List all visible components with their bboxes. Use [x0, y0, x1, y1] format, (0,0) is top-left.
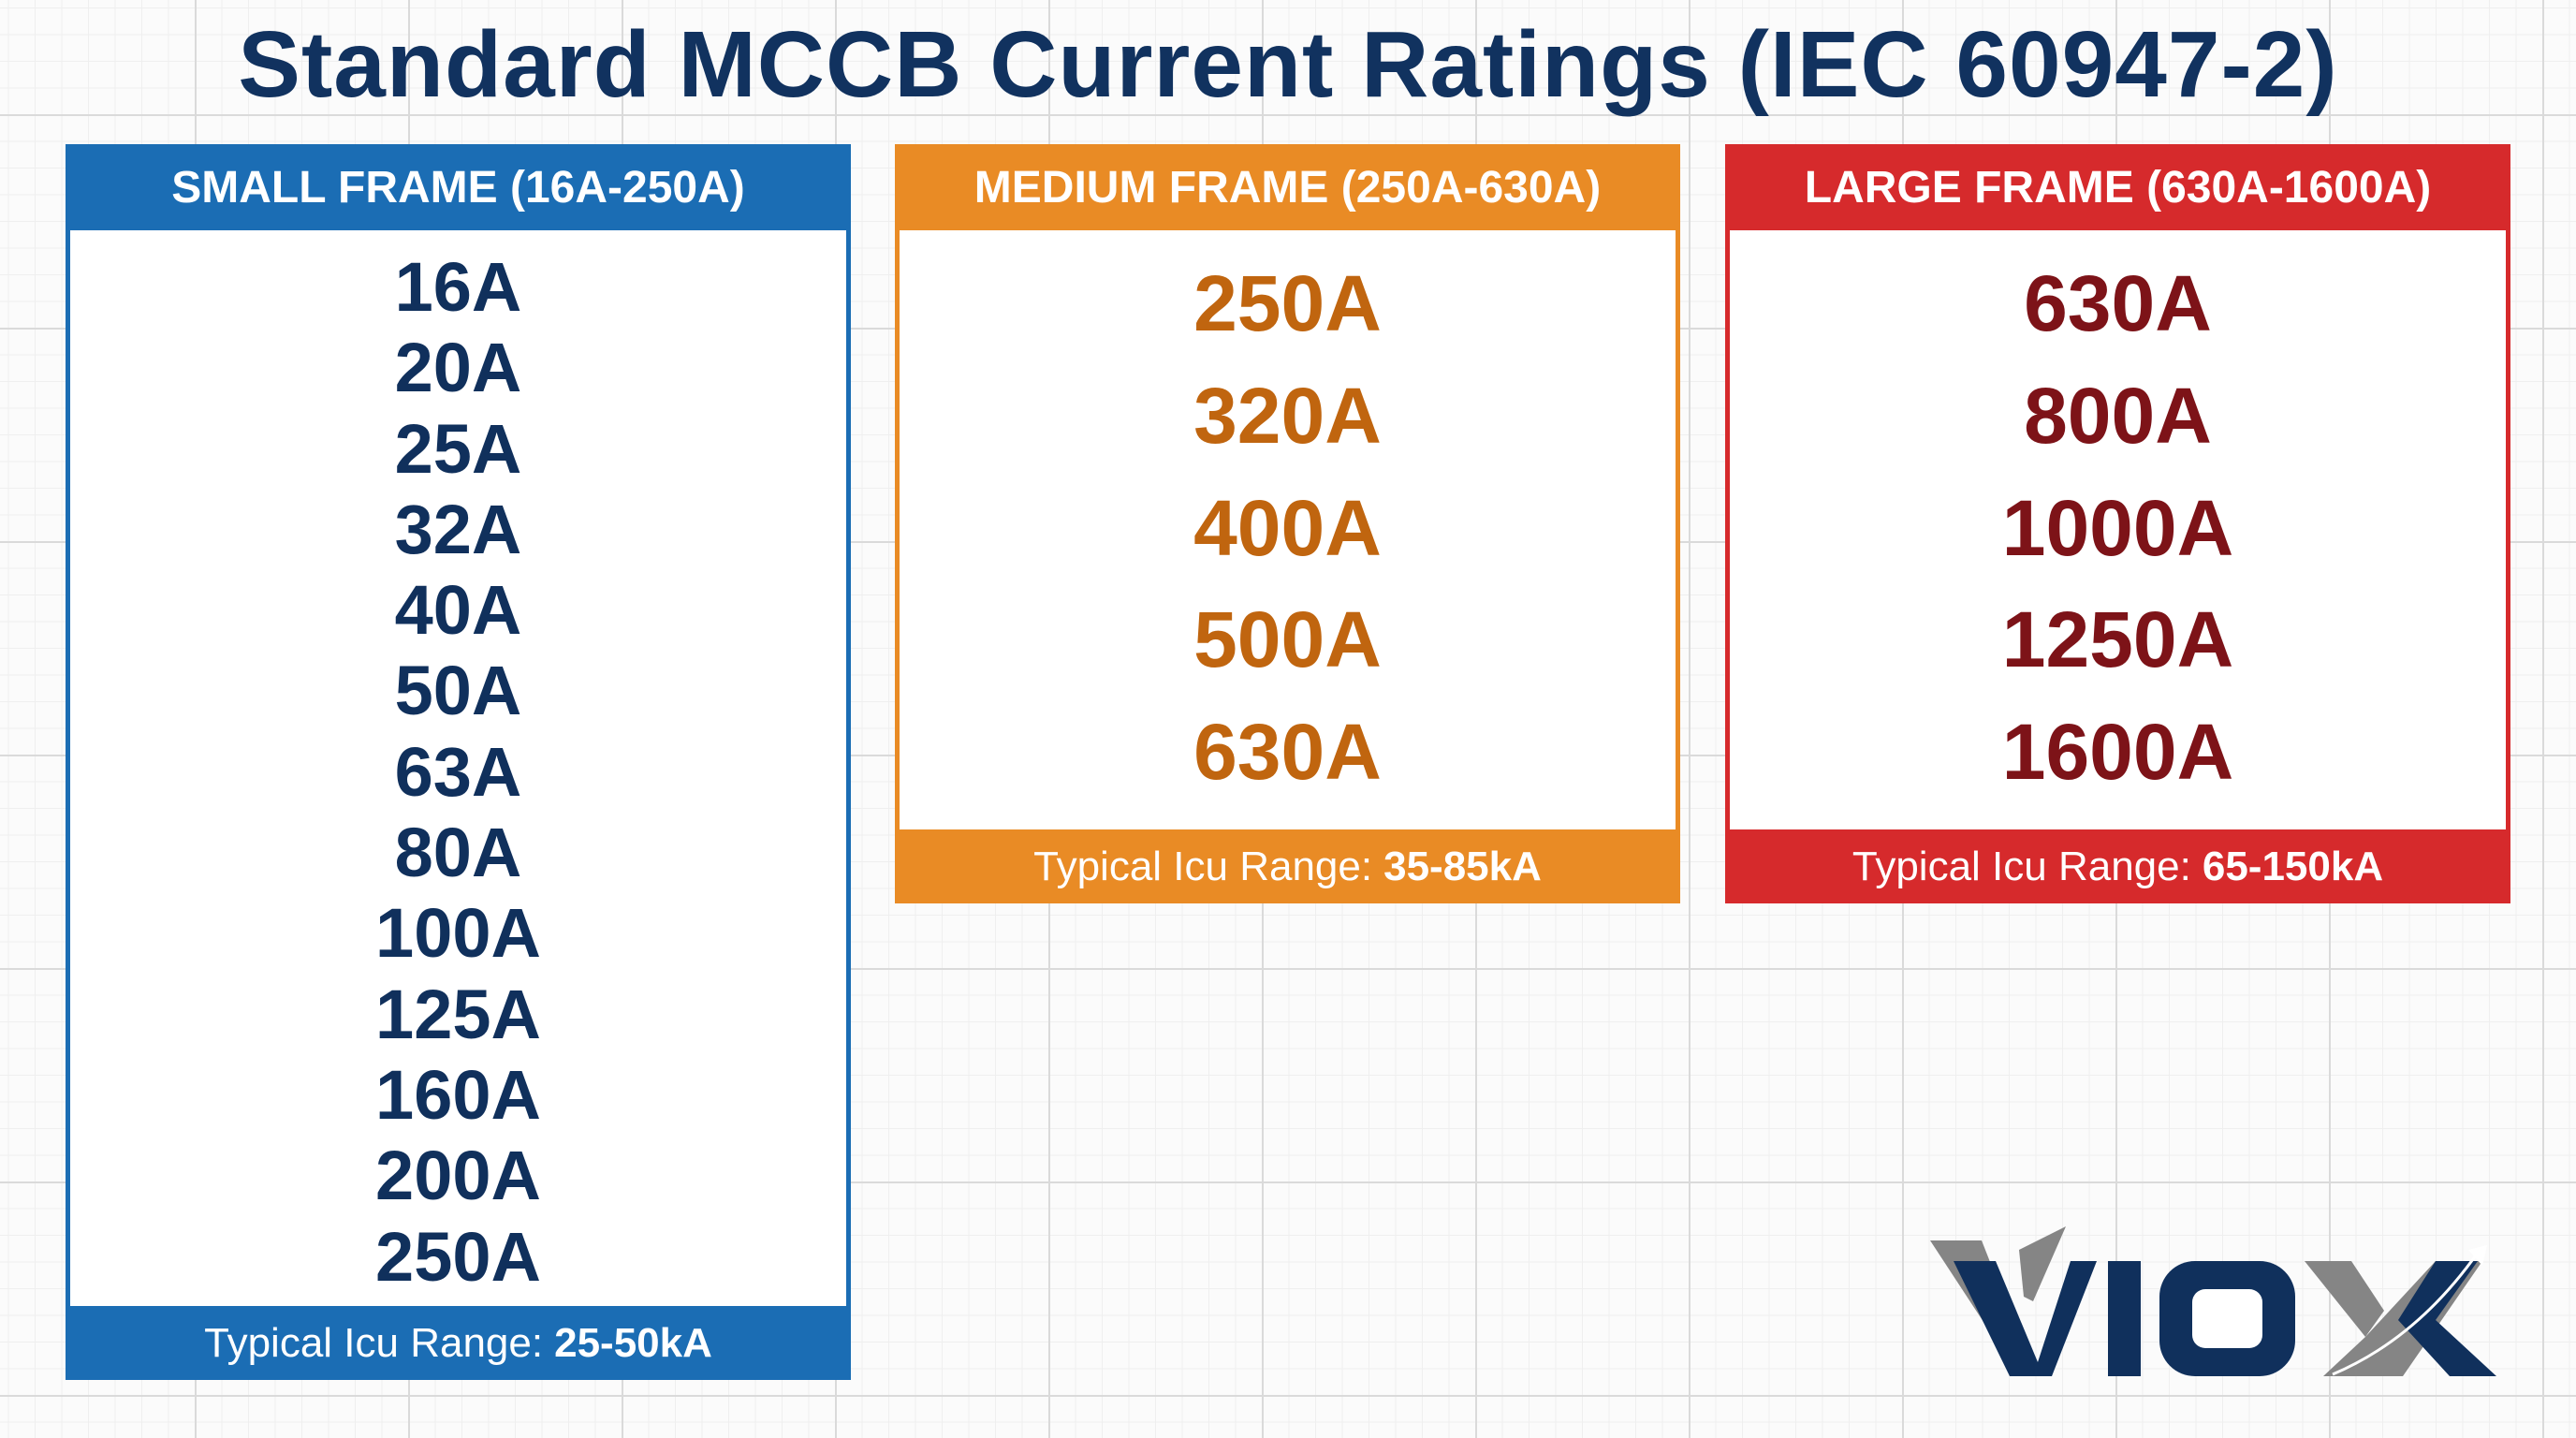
rating-item: 630A	[2024, 259, 2212, 347]
icu-range-value: 35-85kA	[1383, 843, 1542, 889]
medium-frame-panel: MEDIUM FRAME (250A-630A) 250A 320A 400A 500…	[895, 144, 1680, 903]
rating-item: 32A	[394, 490, 522, 568]
rating-item: 250A	[375, 1217, 541, 1296]
medium-frame-header: MEDIUM FRAME (250A-630A)	[895, 144, 1680, 230]
rating-item: 1250A	[2001, 595, 2234, 684]
rating-item: 200A	[375, 1137, 541, 1215]
rating-item: 1600A	[2001, 708, 2234, 797]
rating-item: 800A	[2024, 371, 2212, 460]
rating-item: 630A	[1193, 708, 1382, 797]
rating-item: 500A	[1193, 595, 1382, 684]
icu-range-label: Typical Icu Range:	[1852, 843, 2191, 889]
viox-logo	[1930, 1226, 2496, 1376]
rating-item: 40A	[394, 571, 522, 650]
large-frame-footer: Typical Icu Range: 65-150kA	[1725, 829, 2510, 903]
rating-item: 63A	[394, 732, 522, 811]
rating-item: 16A	[394, 248, 522, 326]
page-title: Standard MCCB Current Ratings (IEC 60947…	[238, 12, 2338, 117]
rating-item: 1000A	[2001, 483, 2234, 572]
medium-frame-ratings-list: 250A 320A 400A 500A 630A	[895, 230, 1680, 829]
small-frame-panel: SMALL FRAME (16A-250A) 16A 20A 25A 32A 40A 50…	[66, 144, 851, 1380]
large-frame-header: LARGE FRAME (630A-1600A)	[1725, 144, 2510, 230]
large-frame-panel: LARGE FRAME (630A-1600A) 630A 800A 1000A 12…	[1725, 144, 2510, 903]
medium-frame-footer: Typical Icu Range: 35-85kA	[895, 829, 1680, 903]
icu-range-label: Typical Icu Range:	[1033, 843, 1373, 889]
rating-item: 80A	[394, 814, 522, 892]
rating-item: 250A	[1193, 259, 1382, 347]
rating-item: 25A	[394, 409, 522, 488]
rating-item: 400A	[1193, 483, 1382, 572]
icu-range-label: Typical Icu Range:	[204, 1319, 544, 1366]
rating-item: 20A	[394, 329, 522, 407]
icu-range-value: 65-150kA	[2202, 843, 2384, 889]
small-frame-header: SMALL FRAME (16A-250A)	[66, 144, 851, 230]
icu-range-value: 25-50kA	[554, 1319, 712, 1366]
rating-item: 100A	[375, 894, 541, 973]
rating-item: 320A	[1193, 371, 1382, 460]
rating-item: 160A	[375, 1055, 541, 1134]
large-frame-ratings-list: 630A 800A 1000A 1250A 1600A	[1725, 230, 2510, 829]
rating-item: 125A	[375, 975, 541, 1053]
rating-item: 50A	[394, 652, 522, 730]
small-frame-footer: Typical Icu Range: 25-50kA	[66, 1306, 851, 1380]
small-frame-ratings-list: 16A 20A 25A 32A 40A 50A 63A 80A 100A 125A 160A 200A…	[66, 230, 851, 1306]
